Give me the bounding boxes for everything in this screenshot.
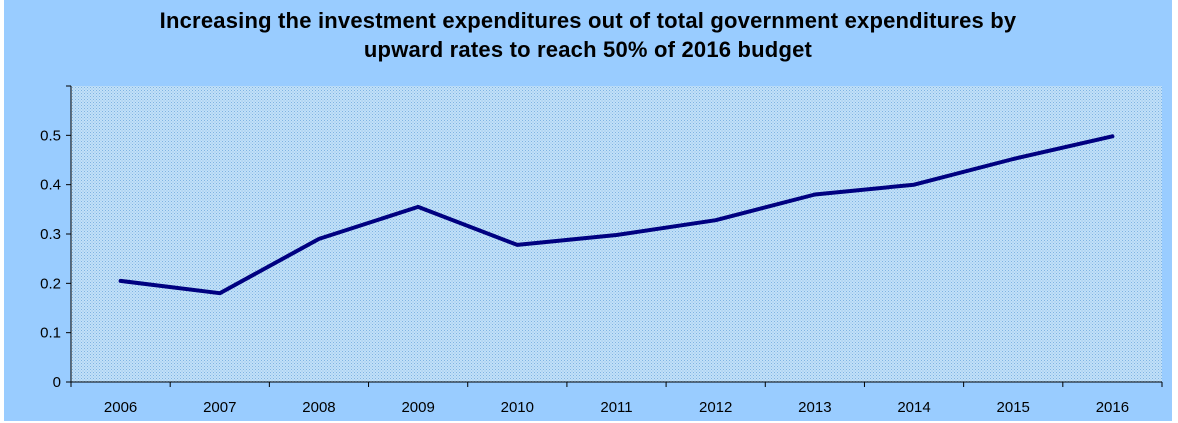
x-tick-label: 2006 [104,399,137,416]
chart-title-line-2: upward rates to reach 50% of 2016 budget [363,37,813,62]
y-tick-label: 0.2 [40,275,61,292]
x-tick-labels: 2006 2007 2008 2009 2010 2011 2012 2013 2014 2015… [104,399,1129,416]
x-tick-label: 2012 [699,399,732,416]
y-tick-label: 0.4 [40,177,61,194]
y-tick-label: 0.1 [40,325,61,342]
x-tick-label: 2015 [997,399,1030,416]
y-tick-labels: 0 0.1 0.2 0.3 0.4 0.5 [40,127,61,391]
x-tick-label: 2011 [600,399,632,416]
chart-title: Increasing the investment expenditures o… [4,6,1172,64]
y-tick-label: 0 [53,374,61,391]
x-tick-label: 2016 [1096,399,1129,416]
x-tick-label: 2014 [897,399,930,416]
x-tick-label: 2009 [401,399,434,416]
y-tick-label: 0.5 [40,127,61,144]
chart-title-line-1: Increasing the investment expenditures o… [159,8,1017,33]
x-tick-label: 2013 [798,399,831,416]
x-tick-label: 2007 [203,399,236,416]
x-tick-label: 2010 [501,399,534,416]
tick-marks [66,85,1163,387]
series-line [118,134,1115,296]
y-tick-label: 0.3 [40,226,61,243]
x-tick-label: 2008 [302,399,335,416]
